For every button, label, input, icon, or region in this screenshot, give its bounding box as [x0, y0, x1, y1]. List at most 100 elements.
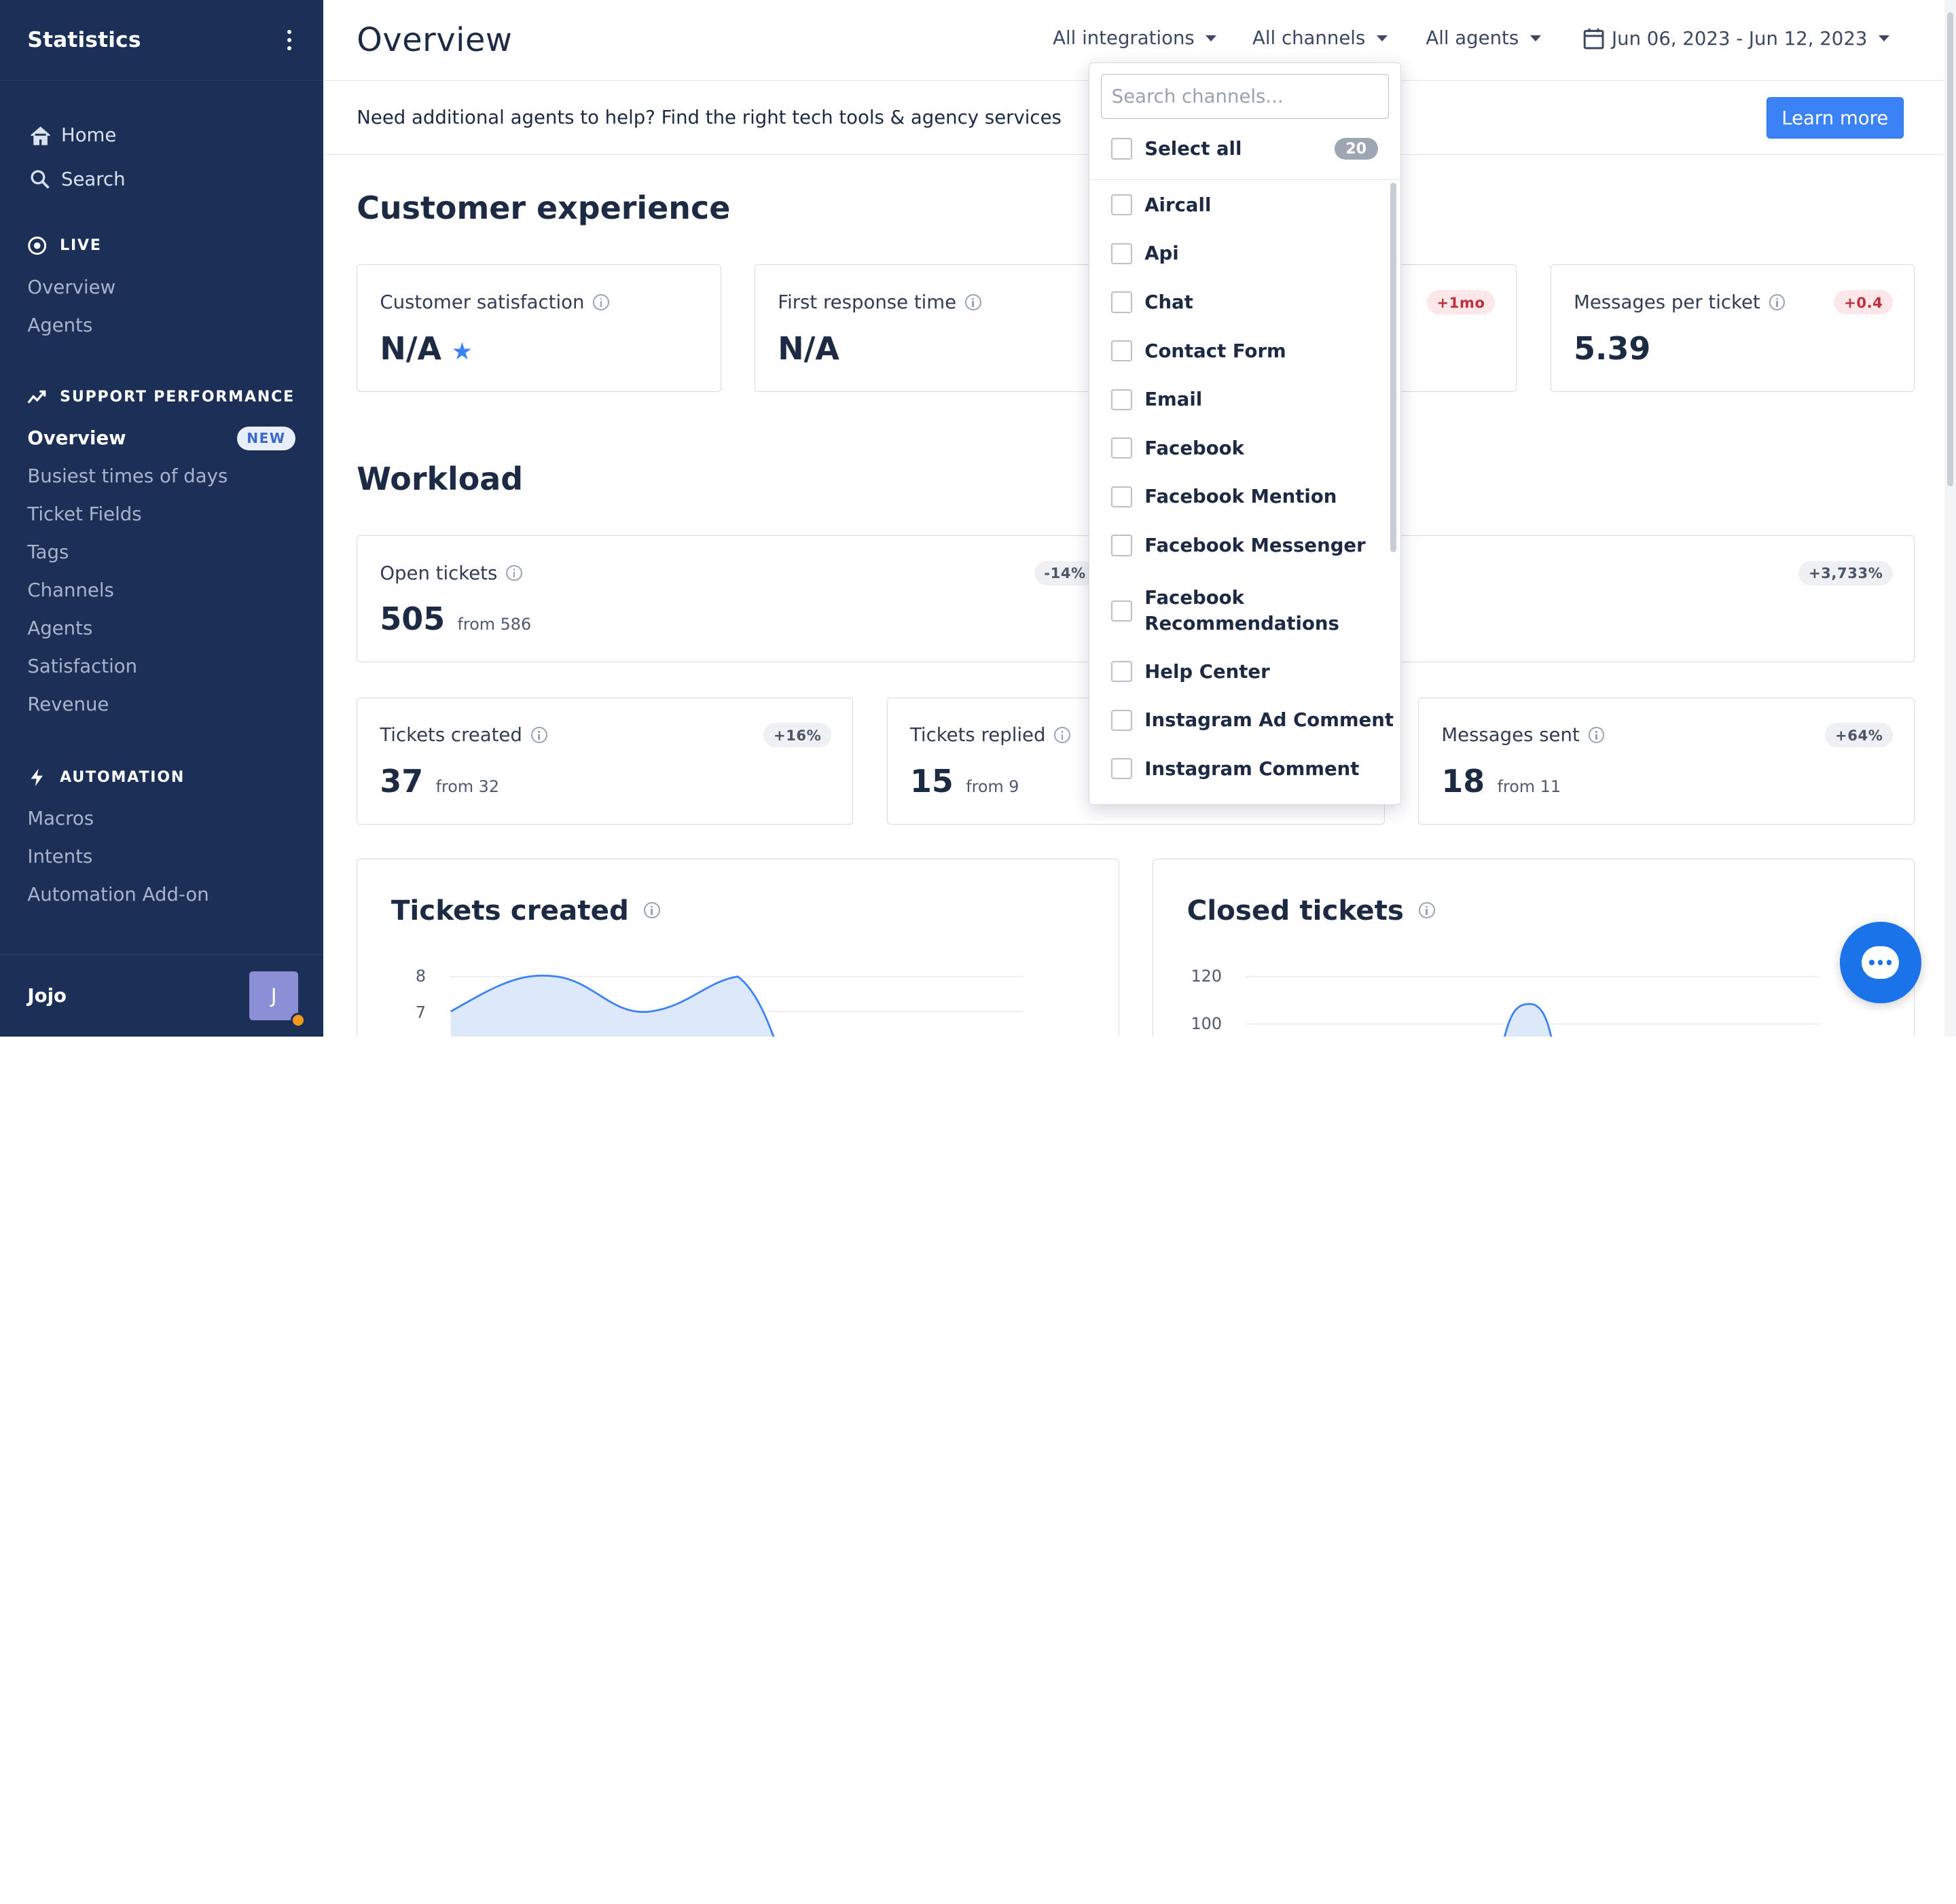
sidebar-item-label: Revenue — [27, 694, 109, 716]
customer-satisfaction-card[interactable]: Customer satisfaction N/A ★ — [357, 264, 721, 392]
sidebar-item-macros[interactable]: Macros — [0, 800, 323, 838]
y-tick-label: 100 — [1191, 1013, 1222, 1032]
checkbox[interactable] — [1110, 340, 1132, 362]
channel-option-facebook-recommendations[interactable]: Facebook Recommendations — [1110, 585, 1339, 637]
open-tickets-card[interactable]: Open tickets -14% 505 from 586 — [357, 535, 1119, 663]
checkbox[interactable] — [1110, 758, 1132, 780]
dropdown-scrollbar[interactable] — [1390, 183, 1397, 552]
avatar[interactable]: J — [249, 971, 306, 1028]
channel-option-instagram-comment[interactable]: Instagram Comment — [1110, 758, 1359, 780]
sidebar-item-channels[interactable]: Channels — [0, 571, 323, 609]
sidebar-link-search[interactable]: Search — [0, 157, 323, 200]
sidebar: Statistics Home Search LIVE Overview Age… — [0, 0, 323, 1037]
card-from: from 11 — [1497, 777, 1561, 797]
messages-sent-card[interactable]: Messages sent +64% 18 from 11 — [1418, 697, 1915, 825]
channel-option-chat[interactable]: Chat — [1110, 291, 1193, 313]
sidebar-item-ticket-fields[interactable]: Ticket Fields — [0, 495, 323, 533]
calendar-icon — [1583, 29, 1604, 50]
checkbox[interactable] — [1110, 709, 1132, 731]
home-icon — [31, 126, 51, 145]
channel-option-facebook-messenger[interactable]: Facebook Messenger — [1110, 535, 1366, 556]
first-response-time-card[interactable]: First response time N/A — [755, 264, 1119, 392]
date-range-filter[interactable]: Jun 06, 2023 - Jun 12, 2023 — [1583, 27, 1889, 50]
series-line — [450, 974, 775, 1037]
sidebar-item-overview[interactable]: Overview NEW — [0, 419, 323, 457]
checkbox[interactable] — [1110, 138, 1132, 160]
info-icon[interactable] — [1054, 727, 1071, 744]
learn-more-button[interactable]: Learn more — [1766, 97, 1904, 139]
checkbox[interactable] — [1110, 291, 1132, 313]
channels-filter-label: All channels — [1252, 27, 1366, 50]
info-icon[interactable] — [1418, 902, 1435, 918]
section-support-performance: SUPPORT PERFORMANCE — [0, 384, 323, 410]
channel-option-email[interactable]: Email — [1110, 389, 1202, 410]
more-options-icon[interactable] — [283, 30, 295, 51]
channel-option-instagram-ad-comment[interactable]: Instagram Ad Comment — [1110, 709, 1394, 732]
channel-option-facebook[interactable]: Facebook — [1110, 437, 1244, 459]
sidebar-item-label: Channels — [27, 579, 114, 602]
new-badge: NEW — [236, 426, 296, 450]
chart-title-text: Tickets created — [391, 894, 629, 927]
info-icon[interactable] — [1588, 727, 1605, 744]
sidebar-item-tags[interactable]: Tags — [0, 533, 323, 571]
sidebar-item-intents[interactable]: Intents — [0, 838, 323, 876]
checkbox[interactable] — [1110, 600, 1132, 622]
select-all-option[interactable]: Select all — [1110, 138, 1242, 160]
info-icon[interactable] — [506, 564, 523, 581]
customer-experience-title: Customer experience — [357, 190, 731, 227]
option-label: Instagram Ad Comment — [1144, 709, 1394, 732]
info-icon[interactable] — [643, 902, 660, 918]
sidebar-item-agents[interactable]: Agents — [0, 609, 323, 647]
sidebar-link-home[interactable]: Home — [0, 113, 323, 157]
card-value: 15 from 9 — [910, 763, 1019, 800]
section-automation: AUTOMATION — [0, 765, 323, 790]
info-icon[interactable] — [1769, 294, 1786, 310]
divider — [1089, 179, 1400, 181]
card-value: N/A ★ — [380, 330, 473, 367]
card-label-text: Messages sent — [1441, 724, 1580, 747]
channel-option-api[interactable]: Api — [1110, 243, 1179, 264]
channel-option-help-center[interactable]: Help Center — [1110, 660, 1270, 683]
checkbox[interactable] — [1110, 486, 1132, 508]
info-icon[interactable] — [964, 294, 981, 310]
sidebar-item-automation-addon[interactable]: Automation Add-on — [0, 876, 323, 914]
sidebar-item-label: Agents — [27, 617, 93, 640]
channels-filter[interactable]: All channels — [1252, 27, 1388, 49]
section-automation-heading: AUTOMATION — [60, 768, 185, 786]
sidebar-item-label: Intents — [27, 846, 93, 868]
channel-option-facebook-mention[interactable]: Facebook Mention — [1110, 486, 1337, 508]
card-label-text: Tickets replied — [909, 724, 1046, 747]
checkbox[interactable] — [1110, 660, 1132, 683]
delta-badge: +1mo — [1426, 290, 1496, 315]
info-icon[interactable] — [593, 294, 610, 310]
option-label: Select all — [1144, 138, 1242, 160]
checkbox[interactable] — [1110, 243, 1132, 264]
checkbox[interactable] — [1110, 194, 1132, 216]
sidebar-item-live-overview[interactable]: Overview — [0, 268, 323, 306]
messages-per-ticket-card[interactable]: Messages per ticket +0.4 5.39 — [1551, 264, 1915, 392]
page-scrollbar[interactable] — [1944, 0, 1956, 1037]
sidebar-item-busiest-times[interactable]: Busiest times of days — [0, 457, 323, 495]
chart-title: Closed tickets — [1187, 894, 1435, 927]
chat-button[interactable] — [1840, 922, 1921, 1003]
trend-icon — [27, 391, 46, 404]
main-content: Overview All integrations All channels A… — [323, 0, 1956, 1037]
checkbox[interactable] — [1110, 535, 1132, 556]
tickets-created-card[interactable]: Tickets created +16% 37 from 32 — [357, 697, 854, 825]
channel-option-contact-form[interactable]: Contact Form — [1110, 340, 1286, 362]
sidebar-item-satisfaction[interactable]: Satisfaction — [0, 647, 323, 685]
search-channels-input[interactable] — [1100, 74, 1390, 120]
channel-option-aircall[interactable]: Aircall — [1110, 194, 1211, 216]
info-icon[interactable] — [530, 727, 547, 744]
checkbox[interactable] — [1110, 389, 1132, 410]
chart-title-text: Closed tickets — [1187, 894, 1404, 927]
tickets-created-plot: 8 7 — [416, 967, 1024, 1037]
sidebar-item-revenue[interactable]: Revenue — [0, 685, 323, 723]
chat-icon — [1862, 946, 1900, 979]
agents-filter[interactable]: All agents — [1426, 27, 1541, 49]
channels-dropdown: Select all 20 Aircall Api Chat Contact F… — [1089, 62, 1401, 805]
sidebar-item-live-agents[interactable]: Agents — [0, 306, 323, 344]
checkbox[interactable] — [1110, 437, 1132, 459]
integrations-filter[interactable]: All integrations — [1053, 27, 1217, 49]
scrollbar-thumb[interactable] — [1947, 12, 1954, 487]
